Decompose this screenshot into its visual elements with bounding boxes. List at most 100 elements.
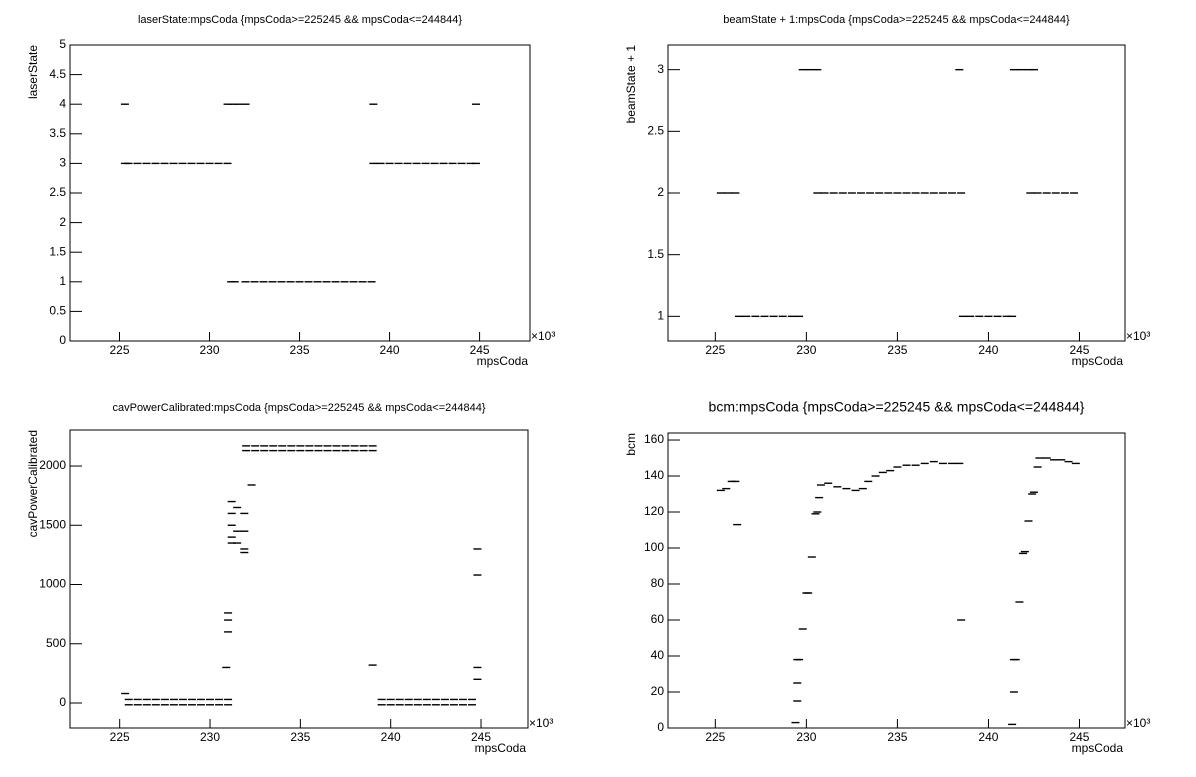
data-point — [948, 192, 957, 194]
data-point — [893, 192, 902, 194]
data-point — [278, 449, 287, 452]
y-tick-label: 1000 — [39, 577, 66, 591]
data-point — [395, 704, 404, 706]
data-point — [240, 512, 249, 515]
data-point — [223, 162, 232, 165]
data-point — [815, 496, 824, 499]
data-point — [124, 162, 133, 165]
x-tick-label: 235 — [290, 343, 310, 357]
data-point — [196, 162, 205, 165]
x-tick-label: 225 — [109, 343, 129, 357]
data-point — [295, 281, 304, 283]
y-tick-label: 140 — [644, 468, 664, 482]
data-point — [886, 469, 895, 472]
data-point — [224, 698, 233, 701]
data-point — [350, 449, 359, 452]
x-axis-label: mpsCoda — [477, 354, 529, 368]
data-point — [332, 449, 341, 452]
data-point — [404, 704, 413, 706]
data-point — [938, 462, 947, 465]
data-point — [467, 704, 476, 706]
y-tick-label: 2 — [59, 215, 66, 229]
data-point — [1049, 459, 1058, 461]
data-point — [178, 698, 187, 701]
data-point — [473, 574, 482, 576]
data-point — [1008, 723, 1017, 726]
data-point — [716, 489, 725, 492]
data-point — [864, 480, 873, 483]
y-tick-label: 80 — [651, 576, 665, 590]
y-tick-label: 0 — [59, 333, 66, 347]
data-point — [1070, 192, 1079, 194]
data-point — [1019, 552, 1028, 555]
data-point — [322, 281, 331, 283]
data-point — [227, 512, 236, 515]
data-point — [394, 162, 403, 165]
data-point — [269, 449, 278, 452]
data-point — [385, 162, 394, 165]
data-point — [467, 698, 476, 701]
data-point — [228, 103, 237, 105]
data-point — [1042, 457, 1051, 459]
data-point — [224, 619, 233, 621]
data-point — [1060, 192, 1069, 194]
data-point — [733, 523, 742, 526]
data-point — [269, 445, 278, 447]
data-point — [1026, 192, 1035, 194]
data-point — [206, 698, 215, 701]
data-point — [911, 464, 920, 466]
data-point — [473, 678, 482, 681]
data-point — [395, 698, 404, 701]
data-point — [296, 445, 305, 447]
data-point — [242, 449, 251, 452]
data-point — [457, 162, 466, 165]
data-point — [795, 658, 804, 661]
data-point — [304, 281, 313, 283]
data-point — [833, 486, 842, 488]
data-point — [206, 704, 215, 706]
data-point — [807, 556, 816, 558]
x-exponent: ×10³ — [531, 329, 555, 343]
y-tick-label: 120 — [644, 504, 664, 518]
data-point — [323, 445, 332, 447]
y-tick-label: 40 — [651, 648, 665, 662]
plot-frame — [69, 429, 529, 729]
data-point — [842, 487, 851, 490]
data-point — [884, 192, 893, 194]
data-point — [1020, 550, 1029, 553]
data-point — [142, 698, 151, 701]
y-tick-label: 3 — [657, 62, 664, 76]
x-tick-label: 240 — [978, 343, 998, 357]
y-tick-label: 5 — [59, 37, 66, 51]
data-point — [121, 692, 130, 695]
data-point — [404, 698, 413, 701]
x-exponent: ×10³ — [529, 716, 553, 730]
data-point — [142, 162, 151, 165]
data-point — [368, 445, 377, 447]
data-point — [1057, 459, 1066, 461]
data-point — [240, 548, 249, 550]
data-point — [369, 103, 378, 105]
y-axis-label: beamState + 1 — [624, 45, 638, 124]
data-point — [124, 704, 133, 706]
data-point — [449, 704, 458, 706]
x-axis-label: mpsCoda — [475, 741, 527, 755]
data-point — [169, 704, 178, 706]
data-point — [793, 682, 802, 684]
data-point — [816, 484, 825, 486]
data-point — [151, 698, 160, 701]
data-point — [811, 513, 820, 515]
data-point — [1017, 68, 1026, 71]
data-point — [847, 192, 856, 194]
x-tick-label: 245 — [471, 730, 491, 744]
y-tick-label: 0 — [59, 695, 66, 709]
data-point — [439, 162, 448, 165]
data-point — [349, 281, 358, 283]
data-point — [1029, 68, 1038, 71]
data-point — [975, 315, 984, 318]
data-point — [240, 551, 249, 554]
data-point — [938, 192, 947, 194]
data-point — [240, 530, 249, 532]
data-point — [929, 460, 938, 463]
data-point — [367, 281, 376, 283]
